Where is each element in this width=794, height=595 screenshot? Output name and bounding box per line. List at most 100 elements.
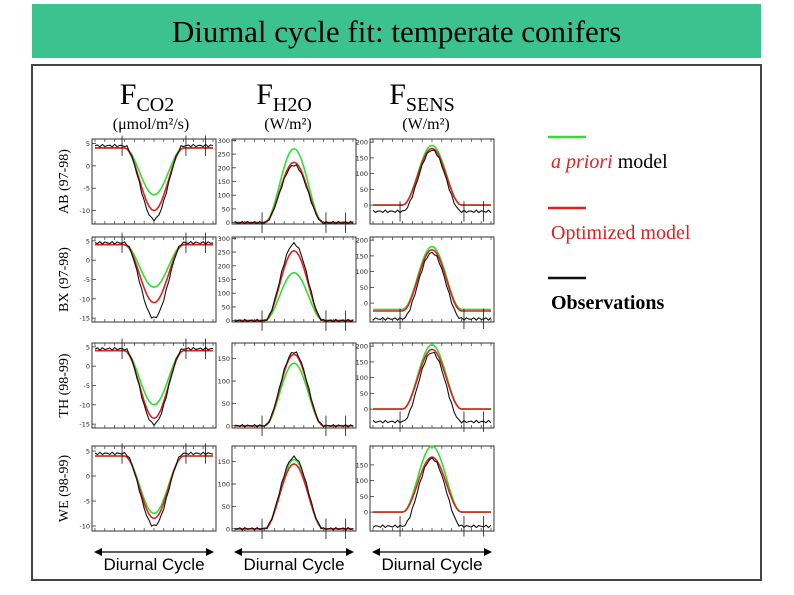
y-tick-label: 300 <box>218 235 230 243</box>
x-axis-label: Diurnal Cycle <box>103 555 204 574</box>
series-line <box>372 149 492 214</box>
panel-fco2: 5 0 -5 -10 <box>79 135 217 225</box>
panel-fsens: 200 150 100 50 0 <box>356 342 495 432</box>
panel-fco2: 5 0 -5 -10 -15 <box>79 232 217 323</box>
series-line <box>235 463 353 530</box>
series-line <box>94 240 214 319</box>
series-line <box>372 251 492 321</box>
row-label: BX (97-98) <box>57 247 72 312</box>
y-tick-label: -15 <box>79 421 90 429</box>
series-line <box>235 454 354 531</box>
panel-fh2o: 150 100 50 0 <box>218 342 357 436</box>
y-tick-label: 100 <box>356 477 368 485</box>
y-tick-label: 150 <box>356 252 368 260</box>
y-tick-label: 100 <box>356 170 368 178</box>
y-tick-label: -5 <box>84 382 90 390</box>
arrow-left-icon <box>372 548 380 556</box>
arrow-right-icon <box>346 548 354 556</box>
series-line <box>95 455 213 520</box>
y-tick-label: 100 <box>356 268 368 276</box>
series-line <box>373 456 491 513</box>
column-unit-fco2: (μmol/m²/s) <box>113 116 189 133</box>
series-line <box>372 351 492 424</box>
panel-fh2o: 300 250 200 150 100 50 0 <box>218 235 357 331</box>
y-tick-label: -10 <box>79 207 90 215</box>
series-line <box>234 241 354 323</box>
arrow-left-icon <box>94 548 102 556</box>
panel-frame <box>231 138 357 225</box>
y-tick-label: 150 <box>218 276 230 284</box>
y-tick-label: 50 <box>222 400 230 408</box>
y-tick-label: 150 <box>218 355 230 363</box>
arrow-right-icon <box>206 548 214 556</box>
y-tick-label: 250 <box>218 151 230 159</box>
y-tick-label: 100 <box>218 378 230 386</box>
y-tick-label: 50 <box>360 284 368 292</box>
page-title: Diurnal cycle fit: temperate conifers <box>171 14 622 49</box>
panel-frame <box>231 342 357 429</box>
legend-entry: Optimized model <box>551 222 691 244</box>
column-header-fco2: FCO2 <box>120 78 174 116</box>
series-line <box>94 451 214 527</box>
series-line <box>235 353 353 427</box>
y-tick-label: -10 <box>79 523 90 531</box>
y-tick-label: 0 <box>86 257 90 265</box>
panel-fco2: 5 0 -5 -10 <box>79 443 217 532</box>
panel-frame <box>91 236 217 323</box>
panel-fh2o: 300 250 200 150 100 50 0 <box>218 137 357 233</box>
y-tick-label: 0 <box>226 422 230 430</box>
y-tick-label: 150 <box>356 461 368 469</box>
y-tick-label: 200 <box>356 139 368 147</box>
y-tick-label: 0 <box>86 363 90 371</box>
y-tick-label: 100 <box>218 481 230 489</box>
row-label: AB (97-98) <box>57 149 72 214</box>
series-line <box>234 351 354 428</box>
x-axis-label: Diurnal Cycle <box>381 555 482 574</box>
y-tick-label: 200 <box>218 164 230 172</box>
arrow-right-icon <box>484 548 492 556</box>
series-line <box>373 245 491 311</box>
y-tick-label: 50 <box>222 205 230 213</box>
panel-fsens: 200 150 100 50 0 <box>356 138 495 225</box>
y-tick-label: 100 <box>218 192 230 200</box>
panel-fh2o: 150 100 50 0 <box>218 445 357 539</box>
y-tick-label: 0 <box>364 202 368 210</box>
y-tick-label: 50 <box>360 493 368 501</box>
legend-entry: a priori model <box>551 151 668 173</box>
y-tick-label: 0 <box>226 317 230 325</box>
column-unit-fh2o: (W/m²) <box>264 116 311 133</box>
column-unit-fsens: (W/m²) <box>402 116 449 133</box>
y-tick-label: 150 <box>218 178 230 186</box>
series-line <box>234 164 354 225</box>
y-tick-label: 150 <box>218 458 230 466</box>
y-tick-label: 50 <box>222 503 230 511</box>
y-tick-label: 50 <box>360 390 368 398</box>
y-tick-label: 300 <box>218 137 230 145</box>
figure-frame <box>31 64 762 581</box>
y-tick-label: -5 <box>84 498 90 506</box>
y-tick-label: 0 <box>364 300 368 308</box>
y-tick-label: 5 <box>86 237 90 245</box>
y-tick-label: 0 <box>86 473 90 481</box>
x-axis-label: Diurnal Cycle <box>243 555 344 574</box>
y-tick-label: -15 <box>79 315 90 323</box>
panel-frame <box>369 342 495 429</box>
y-tick-label: 150 <box>356 358 368 366</box>
series-line <box>373 248 491 312</box>
panel-fco2: 5 0 -5 -10 -15 <box>79 338 217 429</box>
y-tick-label: 0 <box>364 509 368 517</box>
panel-fsens: 200 150 100 50 0 <box>356 236 495 330</box>
series-line <box>372 457 492 529</box>
y-tick-label: 5 <box>86 140 90 148</box>
y-tick-label: -5 <box>84 185 90 193</box>
column-header-fh2o: FH2O <box>256 78 312 116</box>
y-tick-label: 150 <box>356 154 368 162</box>
column-header-fsens: FSENS <box>389 78 455 116</box>
arrow-left-icon <box>234 548 242 556</box>
panel-frame <box>369 236 495 323</box>
y-tick-label: 200 <box>356 237 368 245</box>
y-tick-label: -10 <box>79 401 90 409</box>
y-tick-label: 200 <box>356 343 368 351</box>
series-line <box>95 147 213 212</box>
